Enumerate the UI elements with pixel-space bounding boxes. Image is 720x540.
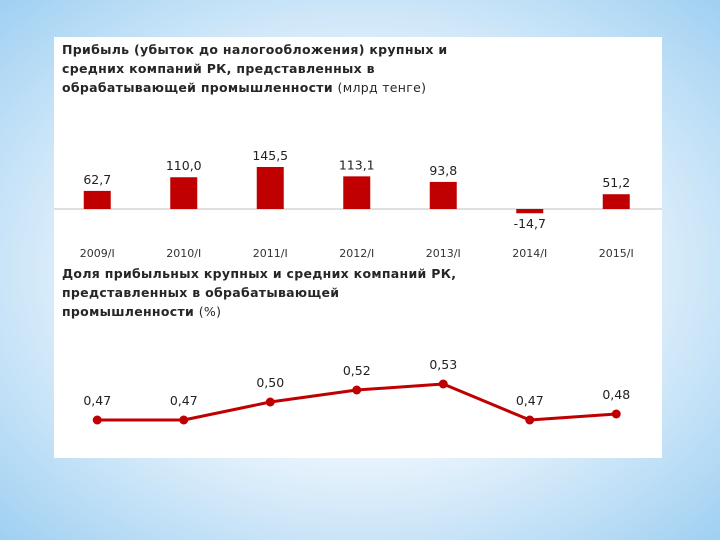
line-point-2015/I	[611, 409, 621, 419]
bar-chart: 62,7 2009/I 110,0 2010/I 145,5 2011/I 113,1 201…	[54, 148, 662, 260]
bar-category-label: 2009/I	[80, 247, 115, 260]
bar-value-label: 51,2	[602, 175, 630, 190]
bar-2015/I	[602, 194, 630, 209]
bar-category-label: 2013/I	[426, 247, 461, 260]
bar-2012/I	[343, 176, 371, 209]
line-point-2011/I	[265, 397, 275, 407]
line-value-label: 0,50	[256, 375, 284, 390]
bar-2011/I	[256, 167, 284, 209]
bar-value-label: 113,1	[339, 157, 375, 172]
line-point-2009/I	[92, 415, 102, 425]
bar-category-label: 2012/I	[339, 247, 374, 260]
line-chart: 0,47 0,47 0,50 0,52 0,53 0,47 0,48	[83, 357, 630, 425]
line-chart-title: Доля прибыльных крупных и средних компан…	[62, 264, 456, 321]
line-chart-title-unit: (%)	[198, 304, 222, 319]
bar-2009/I	[83, 190, 111, 209]
line-chart-title-text: Доля прибыльных крупных и средних компан…	[62, 266, 457, 319]
line-point-2014/I	[525, 415, 535, 425]
bar-chart-title-unit: (млрд тенге)	[337, 80, 427, 95]
chart-panel: Прибыль (убыток до налогообложения) круп…	[54, 37, 662, 458]
bar-value-label: 62,7	[83, 172, 111, 187]
bar-2014/I	[516, 209, 544, 214]
line-value-label: 0,47	[83, 393, 111, 408]
line-point-2013/I	[438, 379, 448, 389]
line-value-label: 0,48	[602, 387, 630, 402]
bar-value-label: -14,7	[514, 216, 546, 231]
line-point-2010/I	[179, 415, 189, 425]
line-value-label: 0,47	[170, 393, 198, 408]
bar-value-label: 145,5	[252, 148, 288, 163]
bar-2010/I	[170, 177, 198, 209]
bar-category-label: 2011/I	[253, 247, 288, 260]
line-value-label: 0,52	[343, 363, 371, 378]
bar-category-label: 2014/I	[512, 247, 547, 260]
bar-chart-title-text: Прибыль (убыток до налогообложения) круп…	[62, 42, 448, 95]
line-point-2012/I	[352, 385, 362, 395]
bar-category-label: 2015/I	[599, 247, 634, 260]
bar-chart-title: Прибыль (убыток до налогообложения) круп…	[62, 40, 447, 97]
bar-category-label: 2010/I	[166, 247, 201, 260]
line-value-label: 0,47	[516, 393, 544, 408]
bar-value-label: 110,0	[166, 158, 202, 173]
bar-value-label: 93,8	[429, 163, 457, 178]
line-value-label: 0,53	[429, 357, 457, 372]
bar-2013/I	[429, 181, 457, 209]
